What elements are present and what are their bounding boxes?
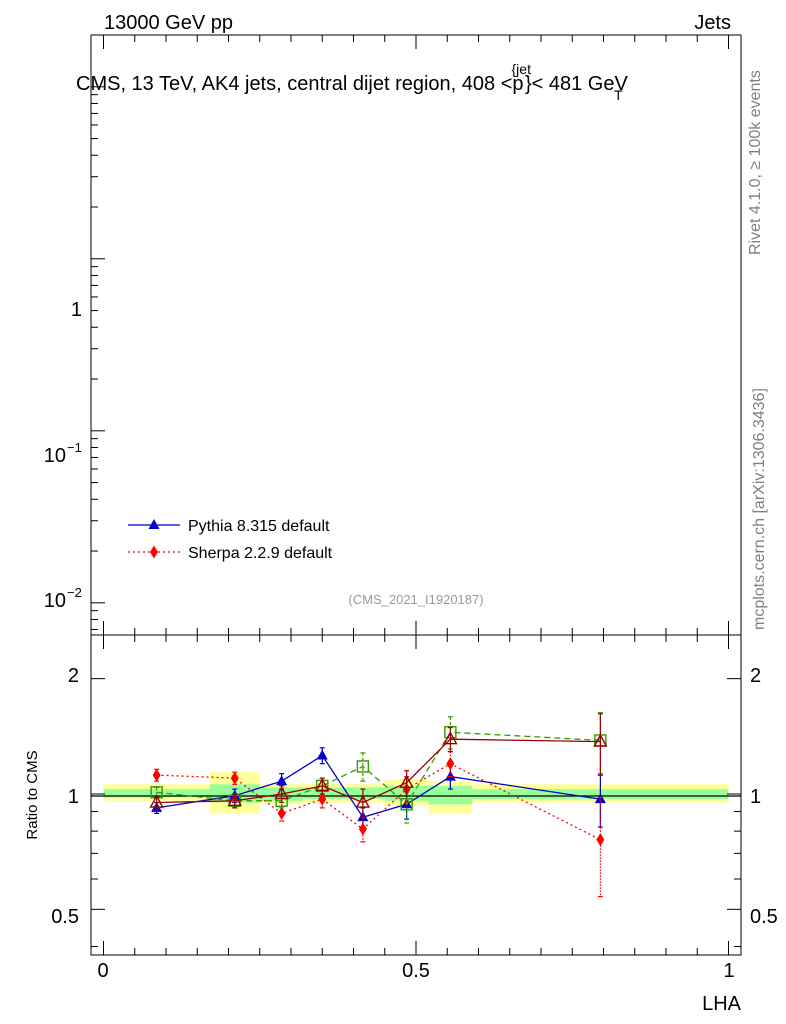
- main-axis-ticks: [91, 34, 729, 635]
- point-dark-red-comparison: [227, 792, 242, 806]
- point-pythia-8-315-default: [276, 775, 288, 786]
- ratio-right-tick-1: 1: [750, 786, 761, 808]
- ratio-band-stat: [428, 785, 473, 805]
- legend-sherpa-label: Sherpa 2.2.9 default: [188, 545, 333, 562]
- legend-sherpa-marker: [150, 545, 158, 559]
- ratio-bands: [103, 772, 729, 814]
- point-sherpa-2-2-9-default: [358, 822, 367, 836]
- x-axis-label: LHA: [702, 993, 742, 1015]
- point-pythia-8-315-default: [316, 749, 328, 760]
- main-tick-label-1: 1: [71, 299, 82, 321]
- main-y-tick-labels: 1 10 −1 10 −2: [44, 299, 82, 612]
- rivet-label: Rivet 4.1.0, ≥ 100k events: [747, 70, 764, 255]
- legend-pythia-marker: [148, 519, 160, 529]
- point-dark-red-comparison: [315, 777, 330, 792]
- point-dark-red-comparison: [443, 731, 458, 745]
- main-tick-label-0.01: 10: [44, 590, 66, 612]
- ratio-series: [149, 712, 608, 898]
- ratio-y-label: Ratio to CMS: [24, 750, 41, 839]
- series-line-pythia-8-315-default: [156, 754, 601, 818]
- chart-title: CMS, 13 TeV, AK4 jets, central dijet reg…: [76, 61, 628, 95]
- x-tick-0: 0: [97, 960, 108, 982]
- point-dark-red-comparison: [149, 794, 164, 808]
- main-tick-label-0.01-exp: −2: [67, 585, 82, 600]
- header-left: 13000 GeV pp: [104, 12, 233, 34]
- ratio-axis-ticks: [91, 635, 741, 955]
- title-subscript: T: [614, 87, 623, 103]
- x-tick-labels: 0 0.5 1: [97, 960, 734, 982]
- point-sherpa-2-2-9-default: [446, 757, 455, 771]
- series-dark-red-comparison: [149, 713, 608, 818]
- mcplots-label: mcplots.cern.ch [arXiv:1306.3436]: [751, 388, 768, 630]
- x-tick-1: 1: [723, 960, 734, 982]
- series-line-dark-red-comparison: [156, 738, 601, 804]
- title-sup: {jet: [512, 61, 532, 77]
- point-sherpa-2-2-9-default: [596, 833, 605, 847]
- point-sherpa-2-2-9-default: [152, 768, 161, 782]
- point-green-comparison: [400, 798, 413, 811]
- main-tick-label-0.1: 10: [44, 445, 66, 467]
- ratio-y-tick-labels: 2 1 0.5 2 1 0.5: [51, 665, 778, 928]
- point-sherpa-2-2-9-default: [277, 806, 286, 820]
- series-line-green-comparison: [156, 731, 601, 806]
- ratio-right-tick-2: 2: [750, 665, 761, 687]
- ratio-tick-1: 1: [68, 786, 79, 808]
- ratio-band-stat: [347, 787, 385, 800]
- ratio-right-tick-0.5: 0.5: [750, 906, 778, 928]
- plot-frames: [90, 34, 742, 956]
- point-dark-red-comparison: [399, 774, 414, 788]
- legend: Pythia 8.315 default Sherpa 2.2.9 defaul…: [128, 518, 333, 562]
- ratio-tick-0.5: 0.5: [51, 906, 79, 928]
- main-tick-label-0.1-exp: −1: [67, 440, 82, 455]
- point-green-comparison: [356, 760, 370, 773]
- legend-pythia-label: Pythia 8.315 default: [188, 518, 330, 535]
- point-sherpa-2-2-9-default: [230, 771, 239, 785]
- header-right: Jets: [694, 12, 731, 34]
- title-tail: }< 481 GeV: [525, 73, 629, 95]
- series-line-sherpa-2-2-9-default: [156, 762, 601, 841]
- point-dark-red-comparison: [593, 733, 608, 747]
- ratio-tick-2: 2: [68, 665, 79, 687]
- x-tick-0.5: 0.5: [402, 960, 430, 982]
- ratio-band-stat: [303, 787, 348, 800]
- title-main: CMS, 13 TeV, AK4 jets, central dijet reg…: [76, 73, 524, 95]
- point-dark-red-comparison: [355, 794, 371, 808]
- point-sherpa-2-2-9-default: [318, 792, 327, 806]
- analysis-label: (CMS_2021_I1920187): [348, 592, 483, 607]
- point-dark-red-comparison: [274, 786, 289, 800]
